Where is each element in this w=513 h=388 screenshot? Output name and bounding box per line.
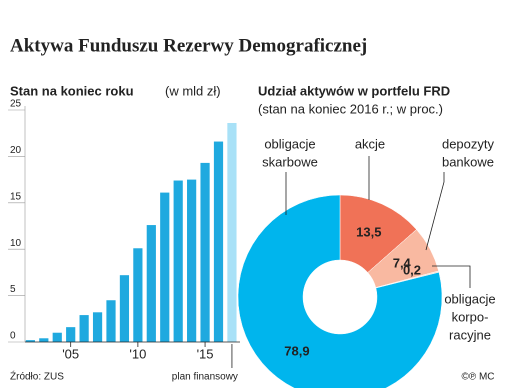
slice [237,194,443,388]
category-label: bankowe [442,154,494,169]
y-tick-label: 15 [10,191,22,202]
category-label: skarbowe [262,154,318,169]
bar [173,180,183,342]
category-label: depozyty [442,136,495,151]
y-tick-label: 0 [10,331,16,342]
page-title: Aktywa Funduszu Rezerwy Demograficznej [10,35,367,56]
value-label: 13,5 [356,225,381,240]
value-label: 0,2 [403,262,421,277]
bar [200,162,210,342]
bar [52,332,62,342]
bar-unit: (w mld zł) [165,83,221,98]
bar [79,315,89,342]
x-tick-label: '05 [62,346,79,361]
annotation: plan finansowy [172,372,238,383]
credit: ©℗ MC [461,372,494,383]
bar [92,312,103,342]
bar [160,192,170,342]
bar [146,225,156,342]
x-tick-label: '15 [197,346,214,361]
x-tick-label: '10 [129,346,146,361]
bar [119,275,130,342]
y-tick-label: 20 [10,145,22,156]
bar-title: Stan na koniec roku [10,83,134,98]
y-tick-label: 10 [10,238,22,249]
bar [213,141,224,342]
y-tick-label: 5 [10,284,16,295]
category-label: korpo- [452,309,489,324]
bar [227,122,237,342]
bar [133,248,143,342]
bar [187,179,197,342]
pie-subtitle: (stan na koniec 2016 r.; w proc.) [258,101,443,116]
source: Źródło: ZUS [10,370,64,383]
leader [432,265,471,288]
bar [39,338,49,342]
bar [25,340,35,342]
leader [425,172,445,251]
value-label: 78,9 [284,344,309,359]
category-label: obligacje [264,136,315,151]
y-tick-label: 25 [10,99,22,110]
value-label: 7,4 [393,255,412,270]
category-label: obligacje [444,291,495,306]
category-label: racyjne [449,327,491,342]
pie-title: Udział aktywów w portfelu FRD [258,83,450,98]
bar [106,300,116,342]
category-label: akcje [355,136,385,151]
bar [66,327,76,342]
